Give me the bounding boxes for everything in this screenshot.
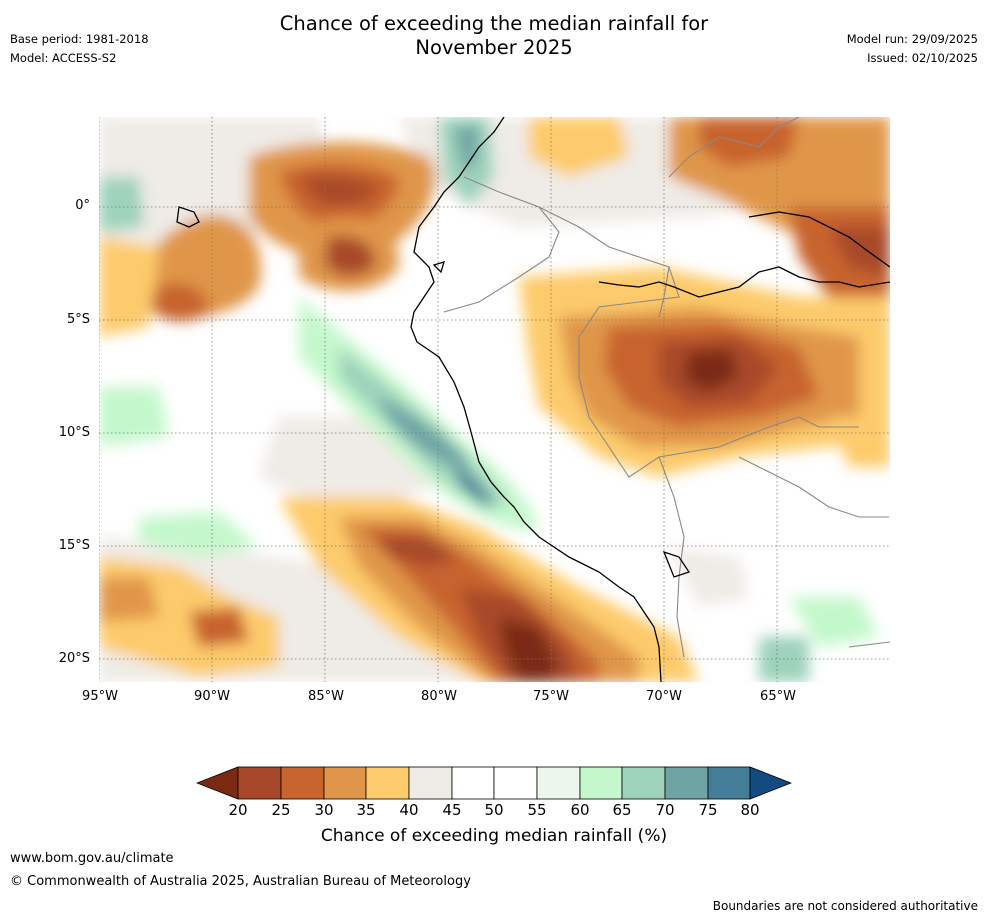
model-run: Model run: 29/09/2025 bbox=[846, 32, 978, 46]
colorbar-tick: 20 bbox=[228, 801, 248, 819]
colorbar-tick: 30 bbox=[314, 801, 334, 819]
colorbar-segment bbox=[536, 766, 581, 800]
issued-date: Issued: 02/10/2025 bbox=[867, 51, 978, 65]
colorbar-segment bbox=[365, 766, 410, 800]
lon-label: 70°W bbox=[646, 689, 682, 704]
colorbar-tick: 45 bbox=[442, 801, 462, 819]
lon-label: 90°W bbox=[194, 689, 230, 704]
colorbar-segment bbox=[280, 766, 325, 800]
lon-label: 95°W bbox=[82, 689, 118, 704]
colorbar-low-arrow bbox=[196, 766, 239, 800]
colorbar-tick: 75 bbox=[698, 801, 718, 819]
lon-label: 85°W bbox=[308, 689, 344, 704]
base-period: Base period: 1981-2018 bbox=[10, 32, 149, 46]
lat-label: 10°S bbox=[58, 425, 90, 440]
colorbar-segment bbox=[707, 766, 751, 800]
colorbar-tick: 60 bbox=[570, 801, 590, 819]
model-name: Model: ACCESS-S2 bbox=[10, 51, 117, 65]
colorbar-segment bbox=[323, 766, 367, 800]
colorbar-tick: 55 bbox=[527, 801, 547, 819]
footer-note: Boundaries are not considered authoritat… bbox=[712, 899, 978, 913]
lon-label: 80°W bbox=[421, 689, 457, 704]
colorbar-segment bbox=[237, 766, 282, 800]
lat-label: 0° bbox=[75, 198, 90, 213]
meta-left: Base period: 1981-2018 Model: ACCESS-S2 bbox=[10, 30, 149, 68]
title-line-1: Chance of exceeding the median rainfall … bbox=[279, 12, 709, 35]
colorbar-segment bbox=[621, 766, 666, 800]
rainfall-probability-map bbox=[99, 117, 890, 682]
probability-fields bbox=[99, 117, 890, 682]
lat-label: 15°S bbox=[58, 538, 90, 553]
colorbar-high-arrow bbox=[749, 766, 792, 800]
colorbar-label: Chance of exceeding median rainfall (%) bbox=[320, 826, 668, 846]
colorbar-segment bbox=[579, 766, 623, 800]
lon-label: 65°W bbox=[760, 689, 796, 704]
colorbar-tick: 70 bbox=[655, 801, 675, 819]
meta-right: Model run: 29/09/2025 Issued: 02/10/2025 bbox=[847, 30, 978, 68]
footer-url[interactable]: www.bom.gov.au/climate bbox=[10, 851, 174, 866]
colorbar-tick: 65 bbox=[612, 801, 632, 819]
coastlines bbox=[176, 117, 890, 682]
colorbar-tick: 40 bbox=[399, 801, 419, 819]
colorbar-tick: 80 bbox=[740, 801, 760, 819]
colorbar-segment bbox=[664, 766, 709, 800]
lat-label: 20°S bbox=[58, 651, 90, 666]
lat-label: 5°S bbox=[66, 312, 90, 327]
colorbar-tick: 25 bbox=[271, 801, 291, 819]
colorbar-segment bbox=[408, 766, 453, 800]
colorbar bbox=[196, 766, 792, 800]
map-title: Chance of exceeding the median rainfall … bbox=[0, 12, 988, 60]
country-boundaries bbox=[443, 117, 890, 658]
lon-label: 75°W bbox=[533, 689, 569, 704]
colorbar-segment bbox=[493, 766, 538, 800]
colorbar-segment bbox=[451, 766, 495, 800]
colorbar-tick: 35 bbox=[356, 801, 376, 819]
footer-copyright: © Commonwealth of Australia 2025, Austra… bbox=[10, 874, 471, 889]
colorbar-tick: 50 bbox=[484, 801, 504, 819]
title-line-2: November 2025 bbox=[415, 36, 573, 59]
